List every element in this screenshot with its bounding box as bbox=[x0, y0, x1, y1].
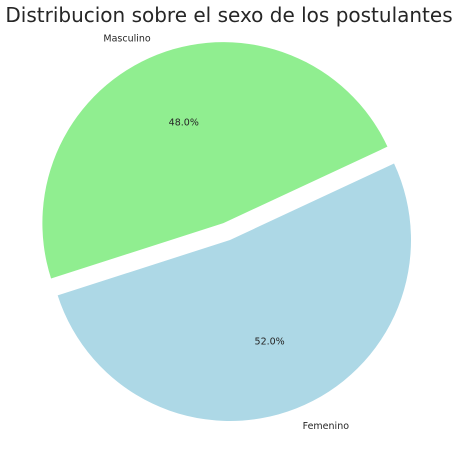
pie-pct-label-masculino: 48.0% bbox=[169, 118, 199, 129]
chart-title: Distribucion sobre el sexo de los postul… bbox=[5, 3, 452, 27]
pie-category-label-femenino: Femenino bbox=[303, 421, 350, 432]
pie-category-label-masculino: Masculino bbox=[103, 33, 151, 44]
pie-pct-label-femenino: 52.0% bbox=[255, 337, 285, 348]
